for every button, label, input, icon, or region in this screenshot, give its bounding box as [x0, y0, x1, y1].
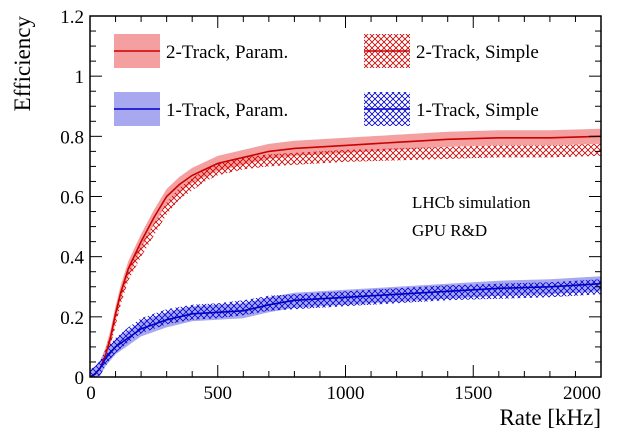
- axis-ticks: [89, 15, 602, 378]
- y-tick-label: 0.8: [60, 127, 84, 148]
- x-tick-label: 1000: [327, 383, 365, 404]
- band-2-track-simple: [90, 143, 601, 377]
- y-axis-title: Efficiency: [10, 16, 35, 112]
- x-tick-label: 1500: [454, 383, 492, 404]
- y-tick-label: 0.2: [60, 308, 84, 329]
- x-tick-label: 2000: [563, 383, 601, 404]
- y-tick-label: 0: [75, 368, 85, 389]
- x-tick-label: 0: [86, 383, 96, 404]
- legend-label: 2-Track, Simple: [416, 42, 539, 63]
- y-tick-label: 1.2: [60, 7, 84, 28]
- annotation-lhcb-simulation: LHCb simulation: [412, 193, 531, 212]
- legend-entry-1-track-simple: 1-Track, Simple: [364, 92, 539, 126]
- y-tick-label: 1: [75, 67, 85, 88]
- legend-entry-2-track-simple: 2-Track, Simple: [364, 34, 539, 68]
- legend-label: 1-Track, Param.: [166, 100, 288, 121]
- legend: 2-Track, Param. 2-Track, Simple 1-Track, P…: [114, 34, 539, 126]
- line-1-track-param: [90, 282, 601, 377]
- band-2-track-param: [90, 128, 601, 377]
- legend-label: 1-Track, Simple: [416, 100, 539, 121]
- x-tick-label: 500: [204, 383, 233, 404]
- y-tick-label: 0.4: [60, 248, 84, 269]
- x-axis-title: Rate [kHz]: [499, 405, 601, 430]
- legend-label: 2-Track, Param.: [166, 42, 288, 63]
- series-lines: [90, 135, 601, 377]
- axis-tick-labels: 0 500 1000 1500 2000 0 0.2 0.4 0.6 0.8 1 1.2: [60, 7, 601, 404]
- uncertainty-bands: [90, 128, 601, 377]
- annotation-gpu-rnd: GPU R&D: [412, 221, 487, 240]
- band-1-track-simple: [90, 279, 601, 377]
- y-tick-label: 0.6: [60, 188, 84, 209]
- line-2-track-param: [90, 135, 601, 377]
- legend-entry-1-track-param: 1-Track, Param.: [114, 92, 288, 126]
- legend-entry-2-track-param: 2-Track, Param.: [114, 34, 288, 68]
